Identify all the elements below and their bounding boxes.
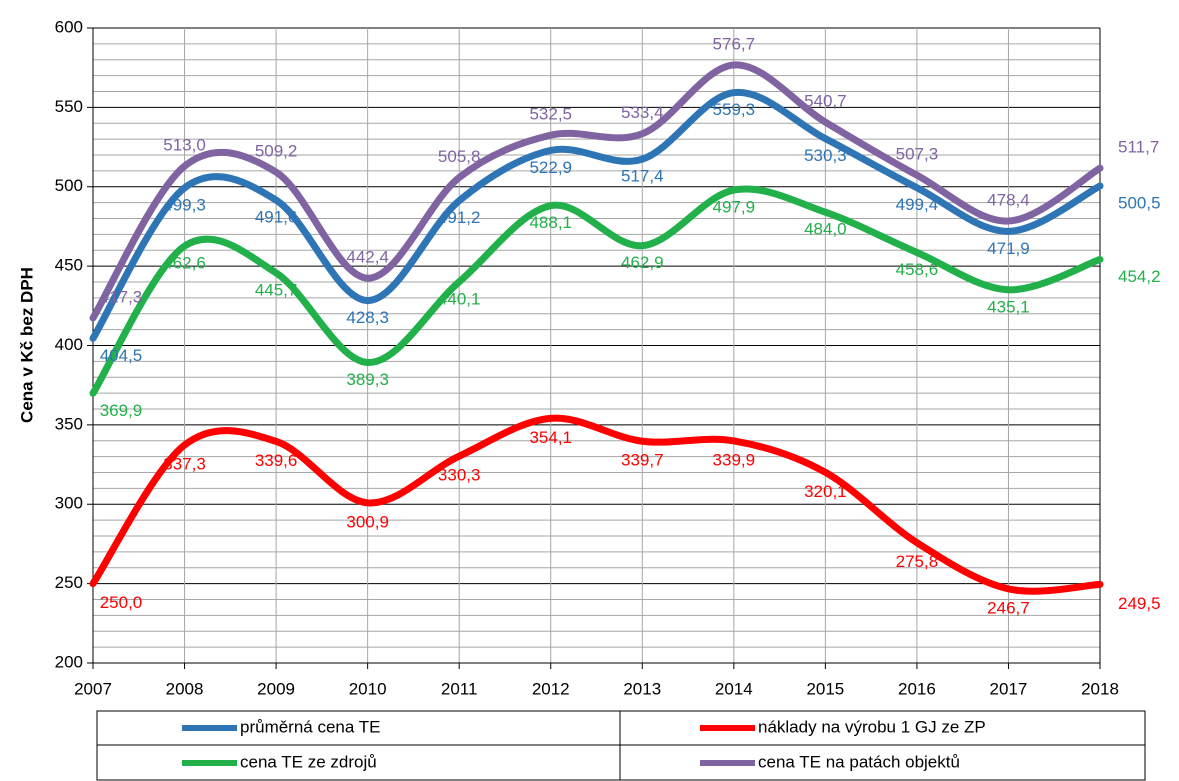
data-label: 517,4 bbox=[621, 167, 664, 186]
data-label: 509,2 bbox=[255, 142, 298, 161]
y-tick-label: 350 bbox=[55, 414, 83, 433]
data-label: 499,3 bbox=[163, 195, 206, 214]
x-tick-label: 2011 bbox=[441, 679, 478, 698]
x-tick-label: 2014 bbox=[715, 679, 753, 698]
data-label: 440,1 bbox=[438, 289, 481, 308]
x-tick-label: 2016 bbox=[898, 679, 936, 698]
y-tick-label: 400 bbox=[55, 335, 83, 354]
data-label: 339,7 bbox=[621, 451, 664, 470]
data-label: 491,2 bbox=[438, 208, 481, 227]
data-label: 330,3 bbox=[438, 466, 481, 485]
y-tick-label: 550 bbox=[55, 97, 83, 116]
legend-label: náklady na výrobu 1 GJ ze ZP bbox=[758, 717, 986, 736]
data-label: 337,3 bbox=[163, 455, 206, 474]
x-tick-label: 2013 bbox=[623, 679, 661, 698]
data-label: 559,3 bbox=[713, 100, 756, 119]
x-tick-label: 2015 bbox=[806, 679, 844, 698]
data-label: 445,7 bbox=[255, 280, 298, 299]
data-label: 471,9 bbox=[987, 239, 1030, 258]
x-tick-label: 2017 bbox=[990, 679, 1028, 698]
data-label: 507,3 bbox=[896, 145, 939, 164]
data-label: 339,9 bbox=[713, 450, 756, 469]
data-label: 462,9 bbox=[621, 253, 664, 272]
data-label: 522,9 bbox=[529, 158, 572, 177]
y-axis-label: Cena v Kč bez DPH bbox=[17, 267, 36, 423]
y-tick-label: 200 bbox=[55, 652, 83, 671]
data-label: 417,3 bbox=[100, 288, 143, 307]
data-label: 513,0 bbox=[163, 136, 206, 155]
data-label: 442,4 bbox=[346, 248, 389, 267]
series-line bbox=[89, 89, 1104, 342]
data-label: 404,5 bbox=[100, 346, 143, 365]
data-label: 488,1 bbox=[529, 213, 572, 232]
series-line bbox=[89, 61, 1104, 322]
x-tick-label: 2012 bbox=[532, 679, 570, 698]
legend-label: cena TE na patách objektů bbox=[758, 752, 960, 771]
data-label: 530,3 bbox=[804, 146, 847, 165]
data-label: 576,7 bbox=[713, 34, 756, 53]
data-label: 484,0 bbox=[804, 220, 847, 239]
data-label: 511,7 bbox=[1118, 138, 1159, 157]
y-tick-label: 500 bbox=[55, 176, 83, 195]
data-label: 478,4 bbox=[987, 191, 1030, 210]
x-tick-label: 2009 bbox=[257, 679, 295, 698]
series-line bbox=[89, 414, 1104, 595]
data-label: 300,9 bbox=[346, 512, 389, 531]
y-tick-label: 600 bbox=[55, 17, 83, 36]
data-label: 435,1 bbox=[987, 297, 1030, 316]
x-tick-label: 2010 bbox=[349, 679, 387, 698]
data-label: 532,5 bbox=[529, 105, 572, 124]
x-tick-label: 2018 bbox=[1081, 679, 1119, 698]
data-label: 499,4 bbox=[896, 195, 939, 214]
data-label: 369,9 bbox=[100, 401, 143, 420]
data-label: 505,8 bbox=[438, 147, 481, 166]
legend-label: průměrná cena TE bbox=[240, 717, 380, 736]
data-label: 246,7 bbox=[987, 598, 1030, 617]
data-label: 320,1 bbox=[804, 482, 847, 501]
data-label: 275,8 bbox=[896, 552, 939, 571]
data-label: 249,5 bbox=[1118, 594, 1161, 613]
data-label: 250,0 bbox=[100, 593, 143, 612]
data-label: 354,1 bbox=[529, 428, 572, 447]
data-label: 540,7 bbox=[804, 92, 847, 111]
legend-label: cena TE ze zdrojů bbox=[240, 752, 377, 771]
x-tick-label: 2008 bbox=[166, 679, 204, 698]
data-label: 339,6 bbox=[255, 451, 298, 470]
x-tick-label: 2007 bbox=[74, 679, 112, 698]
data-label: 462,6 bbox=[163, 254, 206, 273]
data-label: 458,6 bbox=[896, 260, 939, 279]
y-tick-label: 450 bbox=[55, 256, 83, 275]
data-label: 497,9 bbox=[713, 198, 756, 217]
data-label: 428,3 bbox=[346, 308, 389, 327]
data-label: 454,2 bbox=[1118, 267, 1161, 286]
data-label: 533,4 bbox=[621, 103, 664, 122]
data-label: 491,6 bbox=[255, 208, 298, 227]
data-label: 389,3 bbox=[346, 370, 389, 389]
y-tick-label: 300 bbox=[55, 494, 83, 513]
series-line bbox=[89, 185, 1104, 397]
data-label: 500,5 bbox=[1118, 193, 1161, 212]
y-tick-label: 250 bbox=[55, 573, 83, 592]
